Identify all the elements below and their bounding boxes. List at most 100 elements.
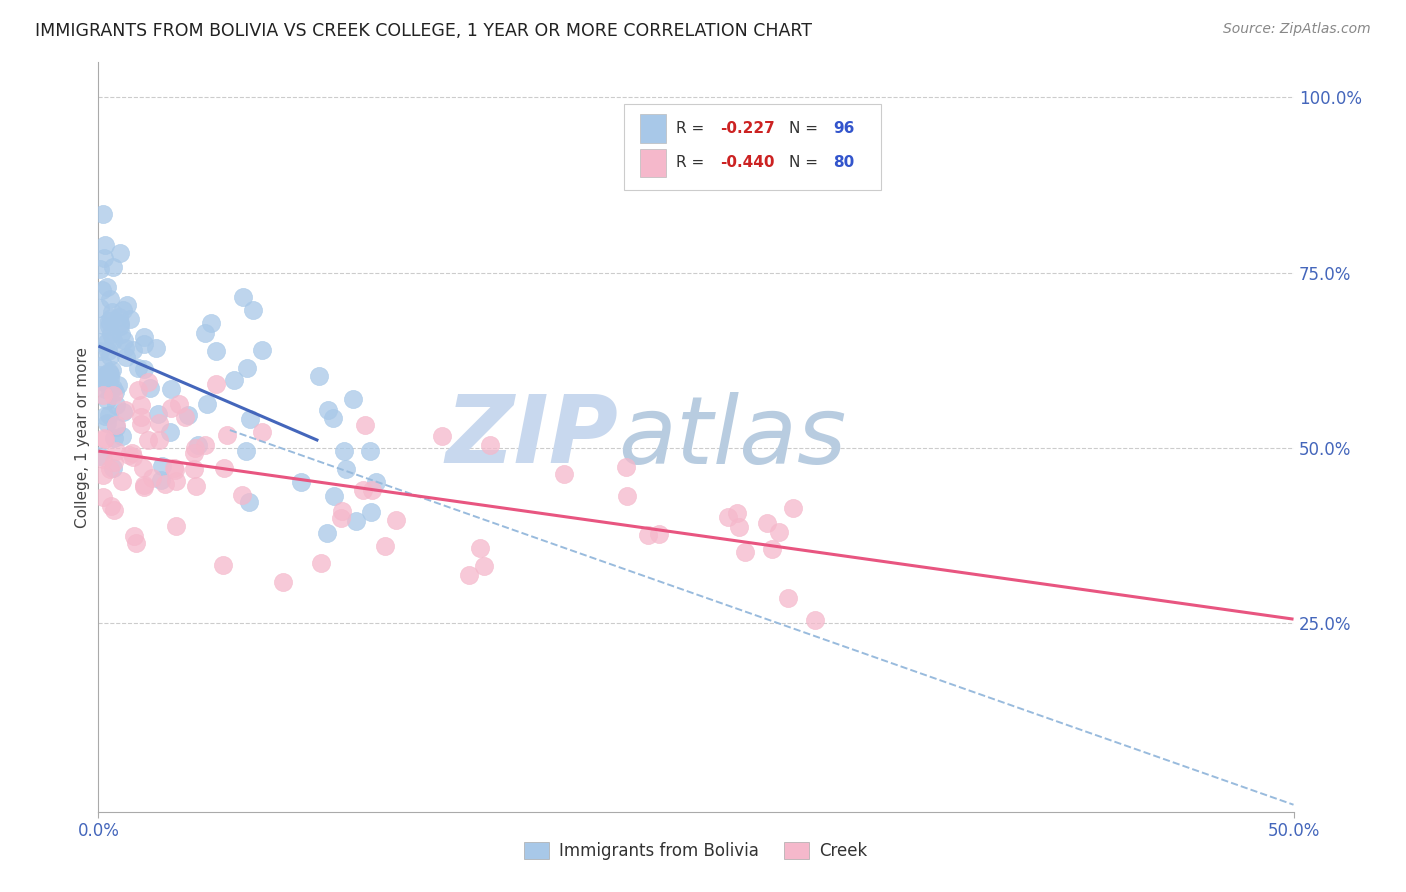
Point (148, 433, 170, 447)
Point (360, 505, 382, 519)
Point (129, 417, 152, 431)
Point (725, 507, 748, 521)
Text: R =: R = (676, 121, 709, 136)
Point (354, 418, 377, 433)
Point (468, 541, 491, 555)
Point (97, 408, 120, 422)
Point (129, 409, 152, 424)
Point (94, 432, 117, 446)
Point (159, 425, 181, 439)
Point (91, 490, 114, 504)
Point (152, 459, 174, 474)
Point (183, 462, 205, 476)
Legend: Immigrants from Bolivia, Creek: Immigrants from Bolivia, Creek (517, 836, 875, 867)
Point (165, 474, 187, 488)
Point (717, 510, 740, 524)
Point (342, 392, 364, 406)
Point (637, 528, 659, 542)
Point (111, 404, 134, 418)
Point (385, 513, 408, 527)
Point (98, 461, 121, 475)
Point (204, 344, 226, 359)
Point (194, 326, 217, 341)
Text: ZIP: ZIP (446, 391, 619, 483)
Point (127, 361, 149, 376)
Point (96, 392, 118, 407)
Point (89, 262, 111, 277)
Point (103, 380, 125, 394)
Point (160, 382, 183, 396)
Text: 80: 80 (834, 155, 855, 170)
Point (614, 459, 637, 474)
Point (333, 443, 356, 458)
Point (103, 455, 125, 469)
Text: N =: N = (789, 121, 823, 136)
FancyBboxPatch shape (640, 149, 666, 178)
Point (231, 488, 253, 502)
Point (136, 433, 159, 447)
Point (148, 416, 170, 430)
Point (108, 246, 131, 260)
Point (100, 362, 122, 376)
Point (184, 441, 207, 455)
Point (98, 365, 121, 379)
Point (104, 384, 127, 399)
Point (91, 388, 114, 402)
Point (89, 334, 111, 349)
Point (98, 349, 121, 363)
Point (132, 480, 155, 494)
Point (114, 403, 136, 417)
Point (359, 444, 381, 458)
Text: IMMIGRANTS FROM BOLIVIA VS CREEK COLLEGE, 1 YEAR OR MORE CORRELATION CHART: IMMIGRANTS FROM BOLIVIA VS CREEK COLLEGE… (35, 22, 813, 40)
Point (107, 378, 129, 392)
Point (98, 368, 121, 382)
Point (97, 314, 120, 328)
Point (93, 431, 115, 445)
Point (91, 283, 114, 297)
Point (121, 446, 143, 460)
Point (160, 401, 183, 415)
Point (768, 524, 790, 539)
Point (89, 449, 111, 463)
Point (100, 371, 122, 385)
Point (146, 407, 169, 421)
Point (728, 520, 751, 534)
Point (204, 376, 226, 391)
Point (117, 298, 139, 312)
Point (91, 452, 114, 467)
Point (93, 318, 115, 332)
Point (479, 438, 502, 452)
Point (104, 420, 127, 434)
Point (138, 381, 160, 395)
Point (118, 448, 141, 462)
Text: -0.227: -0.227 (720, 121, 775, 136)
Point (782, 500, 804, 515)
Point (112, 333, 135, 347)
Point (184, 479, 207, 493)
Point (553, 467, 575, 481)
Point (114, 341, 136, 355)
Point (134, 362, 156, 376)
Point (149, 473, 172, 487)
Point (145, 342, 167, 356)
Point (330, 511, 353, 525)
Point (125, 536, 148, 550)
Point (352, 483, 374, 497)
Point (290, 475, 312, 489)
Text: -0.440: -0.440 (720, 155, 775, 170)
Point (93, 251, 115, 265)
Point (100, 310, 122, 325)
Text: R =: R = (676, 155, 709, 170)
Text: N =: N = (789, 155, 823, 170)
Point (153, 477, 176, 491)
Point (308, 368, 330, 383)
Point (136, 375, 159, 389)
Point (271, 574, 294, 589)
Point (235, 361, 257, 376)
Point (360, 483, 382, 497)
Point (101, 333, 124, 347)
Point (91, 358, 114, 372)
Point (108, 310, 131, 324)
Point (200, 316, 222, 330)
Point (174, 409, 197, 424)
